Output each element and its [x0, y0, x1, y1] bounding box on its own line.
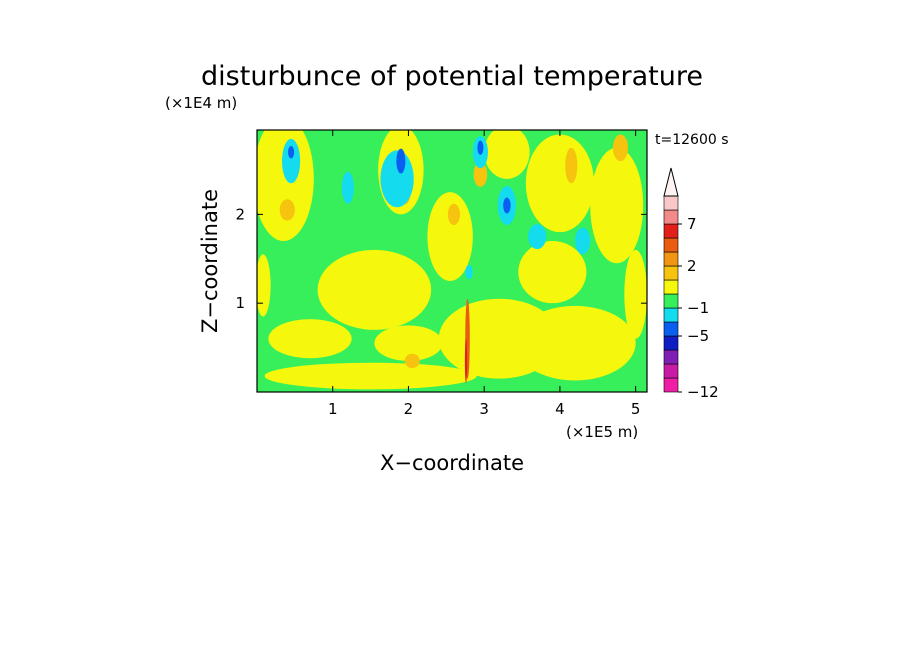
field-region-18 — [473, 161, 488, 187]
colorbar-swatch-13 — [663, 195, 679, 211]
colorbar-extend-arrow — [663, 167, 679, 197]
colorbar-swatch-12 — [663, 209, 679, 225]
field-region-1 — [268, 319, 352, 359]
x-tick-label: 4 — [555, 400, 565, 418]
field-region-6 — [518, 241, 587, 304]
field-region-2 — [374, 325, 443, 361]
field-region-13 — [590, 147, 644, 264]
colorbar-label: −1 — [687, 299, 709, 317]
plot-frame — [256, 129, 648, 393]
colorbar-swatch-1 — [663, 363, 679, 379]
field-region-10 — [427, 192, 473, 281]
x-tick-label: 2 — [404, 400, 414, 418]
field-region-28 — [575, 227, 591, 255]
field-region-7 — [257, 130, 314, 241]
field-region-27 — [528, 224, 547, 250]
y-axis-ticks: 12 — [235, 205, 647, 312]
field-region-14 — [624, 249, 647, 339]
field-contours — [257, 130, 647, 390]
colorbar: −12−5−127 — [663, 167, 719, 401]
field-region-24 — [380, 150, 414, 208]
field-region-19 — [565, 147, 578, 184]
colorbar-swatch-3 — [663, 335, 679, 351]
field-region-8 — [257, 254, 271, 317]
time-label: t=12600 s — [655, 132, 729, 148]
colorbar-swatch-9 — [663, 251, 679, 267]
field-region-17 — [447, 203, 460, 226]
x-axis-ticks: 1 2 3 4 5 — [328, 130, 640, 418]
y-axis-unit: (×1E4 m) — [165, 94, 237, 112]
field-region-30 — [288, 145, 295, 159]
colorbar-label: −5 — [687, 327, 709, 345]
colorbar-swatch-11 — [663, 223, 679, 239]
colorbar-swatch-10 — [663, 237, 679, 253]
y-tick-label: 1 — [235, 294, 245, 312]
field-region-32 — [503, 197, 511, 214]
colorbar-swatch-0 — [663, 377, 679, 393]
colorbar-swatch-4 — [663, 321, 679, 337]
field-region-23 — [341, 171, 354, 204]
field-region-31 — [396, 148, 406, 174]
colorbar-label: 7 — [687, 215, 697, 233]
colorbar-swatch-8 — [663, 265, 679, 281]
x-axis-unit: (×1E5 m) — [566, 423, 638, 441]
y-axis-label: Z−coordinate — [198, 189, 222, 333]
field-region-29 — [465, 264, 473, 280]
field-region-11 — [484, 130, 530, 179]
field-region-20 — [612, 134, 629, 162]
colorbar-label: −12 — [687, 383, 719, 401]
field-region-3 — [264, 362, 477, 390]
x-tick-label: 3 — [479, 400, 489, 418]
field-region-0 — [317, 249, 432, 330]
field-region-35 — [464, 338, 468, 384]
x-tick-label: 5 — [631, 400, 641, 418]
field-region-33 — [477, 140, 484, 155]
y-tick-label: 2 — [235, 205, 245, 223]
chart-title: disturbunce of potential temperature — [201, 61, 703, 92]
x-tick-label: 1 — [328, 400, 338, 418]
field-region-5 — [514, 305, 636, 381]
colorbar-swatch-6 — [663, 293, 679, 309]
colorbar-label: 2 — [687, 257, 697, 275]
x-axis-label: X−coordinate — [380, 451, 524, 475]
colorbar-swatch-7 — [663, 279, 679, 295]
colorbar-swatch-5 — [663, 307, 679, 323]
field-region-15 — [279, 199, 295, 221]
field-region-12 — [525, 134, 594, 233]
field-region-21 — [404, 353, 420, 369]
colorbar-swatch-2 — [663, 349, 679, 365]
field-region-22 — [281, 138, 301, 184]
